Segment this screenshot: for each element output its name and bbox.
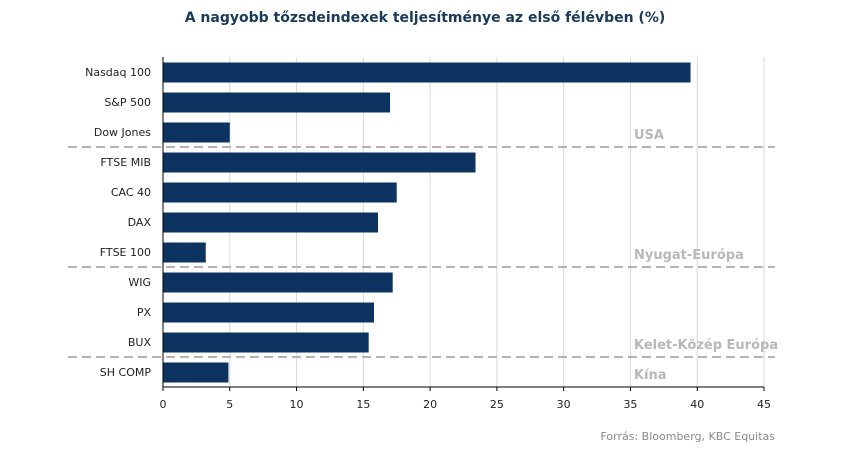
category-label: DAX — [128, 216, 152, 229]
category-label: CAC 40 — [111, 186, 151, 199]
group-label: Kína — [634, 368, 667, 383]
category-label: BUX — [128, 336, 152, 349]
category-label: Nasdaq 100 — [85, 66, 151, 79]
source-note: Forrás: Bloomberg, KBC Equitas — [600, 430, 775, 443]
bar — [163, 92, 391, 113]
x-tick-label: 45 — [757, 398, 771, 411]
bar — [163, 302, 375, 323]
bar — [163, 212, 379, 233]
x-tick-label: 25 — [490, 398, 504, 411]
bar — [163, 62, 691, 83]
bar — [163, 182, 397, 203]
category-label: FTSE MIB — [100, 156, 151, 169]
category-label: SH COMP — [100, 366, 152, 379]
category-label: PX — [137, 306, 152, 319]
bar — [163, 272, 393, 293]
chart-title: A nagyobb tőzsdeindexek teljesítménye az… — [184, 10, 666, 26]
x-tick-label: 30 — [557, 398, 571, 411]
category-label: S&P 500 — [104, 96, 151, 109]
x-tick-label: 40 — [690, 398, 704, 411]
category-label: WIG — [128, 276, 151, 289]
x-tick-label: 0 — [160, 398, 167, 411]
bar — [163, 332, 369, 353]
x-tick-label: 20 — [423, 398, 437, 411]
category-label: Dow Jones — [94, 126, 151, 139]
bar — [163, 362, 229, 383]
bar — [163, 242, 206, 263]
bar — [163, 152, 476, 173]
bar — [163, 122, 230, 143]
x-tick-label: 35 — [623, 398, 637, 411]
group-label: Kelet-Közép Európa — [634, 338, 778, 353]
x-tick-label: 5 — [226, 398, 233, 411]
x-tick-label: 10 — [290, 398, 304, 411]
group-label: USA — [634, 128, 664, 143]
x-tick-label: 15 — [356, 398, 370, 411]
group-label: Nyugat-Európa — [634, 248, 744, 263]
category-label: FTSE 100 — [100, 246, 151, 259]
